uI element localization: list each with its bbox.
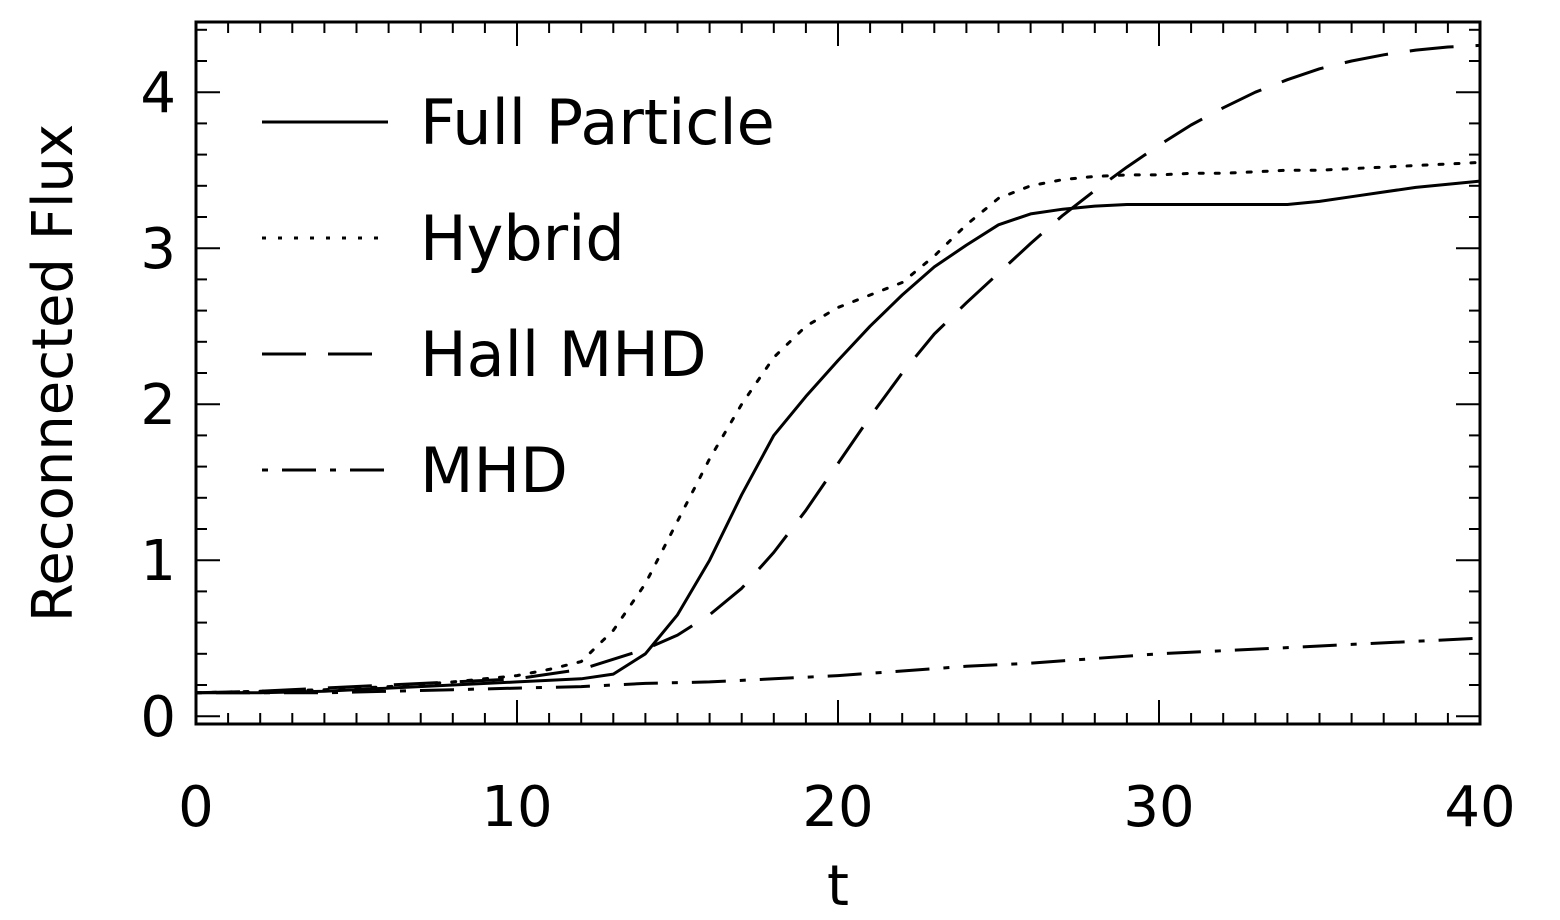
tick-labels: 0 10 20 30 40 0 1 2 3 4 [140,61,1515,840]
series-line-mhd [196,636,1481,695]
series-lines [194,43,1482,695]
x-tick-label: 0 [178,775,214,840]
legend-label: MHD [420,434,568,507]
y-tick-label: 2 [140,373,176,438]
series-line-hybrid [194,160,1482,695]
y-axis-label: Reconnected Flux [21,124,86,622]
x-axis-label: t [827,854,849,919]
x-tick-label: 20 [802,775,873,840]
series-line-full-particle [196,179,1481,695]
tick-marks [195,22,1481,724]
legend: Full Particle Hybrid Hall MHD MHD [262,86,775,507]
x-tick-label: 30 [1123,775,1194,840]
legend-label: Hybrid [420,202,625,275]
y-tick-label: 0 [140,685,176,750]
series-line-hall-mhd [195,43,1481,695]
x-tick-label: 40 [1444,775,1515,840]
legend-label: Hall MHD [420,318,707,391]
y-tick-label: 4 [140,61,176,126]
plot-frame [194,20,1482,726]
x-tick-label: 10 [481,775,552,840]
y-tick-label: 3 [140,217,176,282]
legend-label: Full Particle [420,86,775,159]
y-tick-label: 1 [140,529,176,594]
